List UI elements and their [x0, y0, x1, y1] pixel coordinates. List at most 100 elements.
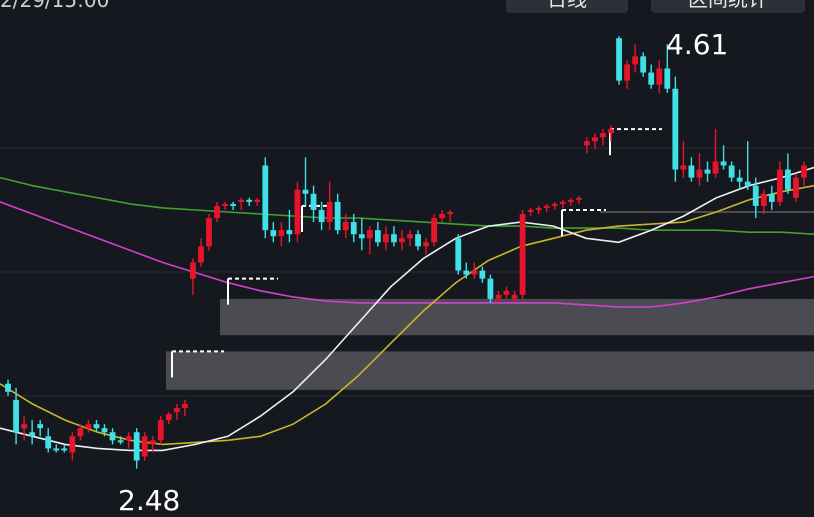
candle-body: [656, 68, 663, 85]
candle-body: [157, 420, 164, 441]
candle-body: [503, 290, 510, 295]
candle-body: [350, 222, 357, 235]
candle: [656, 60, 663, 93]
candle: [5, 379, 11, 396]
candle-body: [567, 199, 574, 202]
candle: [431, 214, 438, 247]
candle: [278, 222, 285, 247]
candle: [584, 137, 590, 154]
candle-body: [5, 383, 11, 392]
price-zones: [166, 298, 814, 390]
candle: [61, 444, 68, 453]
candle-body: [85, 424, 92, 429]
candle: [632, 44, 639, 73]
candle: [77, 424, 84, 441]
candle: [230, 201, 237, 210]
candle: [374, 222, 381, 247]
candle-body: [198, 246, 204, 263]
candle: [487, 274, 494, 303]
candle: [125, 432, 132, 449]
candle-body: [77, 428, 84, 437]
candle: [214, 201, 220, 223]
candle: [559, 199, 566, 208]
candle: [198, 238, 204, 267]
candles: [5, 36, 807, 469]
candle-body: [53, 448, 60, 451]
candle: [519, 209, 526, 299]
candle: [736, 169, 743, 190]
candle-body: [527, 209, 534, 212]
candle: [133, 428, 140, 469]
candle-body: [391, 234, 397, 243]
candle-body: [149, 440, 156, 445]
candle-body: [29, 432, 36, 437]
candle-body: [190, 262, 196, 279]
candle: [423, 238, 429, 255]
candle: [206, 214, 212, 251]
candle: [262, 157, 269, 239]
date-time-readout: 2/29/15:00: [0, 0, 110, 12]
candle-body: [712, 161, 719, 174]
candle: [728, 161, 735, 182]
candle-body: [535, 207, 542, 210]
candle-body: [752, 185, 759, 206]
candle: [575, 195, 582, 204]
candle-body: [262, 165, 269, 231]
candle: [222, 201, 228, 210]
candle: [29, 420, 36, 445]
candle-body: [21, 424, 27, 429]
candle-body: [415, 234, 421, 247]
candle: [270, 222, 277, 243]
candle-body: [447, 211, 454, 214]
candle-body: [551, 203, 558, 206]
candle: [286, 209, 293, 243]
candle: [600, 129, 606, 146]
candle: [173, 403, 180, 421]
candle: [21, 416, 27, 441]
candle: [85, 420, 92, 433]
candle-body: [407, 234, 413, 239]
candle: [543, 203, 550, 212]
candle-body: [278, 230, 285, 237]
candle: [326, 181, 333, 231]
candle: [165, 412, 172, 425]
interval-stats-button[interactable]: 区间统计: [651, 0, 805, 13]
low-price-label: 2.48: [118, 484, 181, 517]
candle-body: [559, 201, 566, 204]
candle-body: [334, 201, 341, 231]
candle-body: [399, 238, 405, 243]
candle: [624, 60, 630, 89]
candle-body: [648, 72, 655, 85]
candle: [768, 185, 775, 210]
candle: [246, 197, 253, 206]
candle: [399, 230, 405, 251]
period-button[interactable]: 日线: [506, 0, 628, 13]
candle-body: [326, 201, 333, 223]
candle: [254, 197, 261, 206]
candle: [793, 173, 799, 202]
candle: [358, 218, 365, 251]
candle: [157, 416, 164, 445]
candle: [238, 197, 245, 210]
candle-body: [310, 193, 317, 210]
candle-body: [165, 414, 172, 421]
candle: [463, 262, 470, 279]
candle-body: [584, 141, 590, 146]
candle: [13, 387, 19, 445]
candle-body: [575, 197, 582, 200]
candle-body: [696, 169, 703, 178]
candle: [760, 189, 767, 214]
candle-body: [270, 230, 277, 237]
candle-body: [680, 165, 687, 170]
candle-body: [383, 234, 389, 243]
candle-body: [511, 294, 518, 299]
candle: [53, 444, 60, 453]
candle: [776, 161, 783, 206]
candle: [744, 141, 751, 190]
ma60-line: [0, 176, 814, 235]
candle-body: [294, 189, 301, 235]
candle: [527, 207, 534, 217]
candle: [310, 185, 317, 223]
candle-body: [117, 440, 124, 443]
